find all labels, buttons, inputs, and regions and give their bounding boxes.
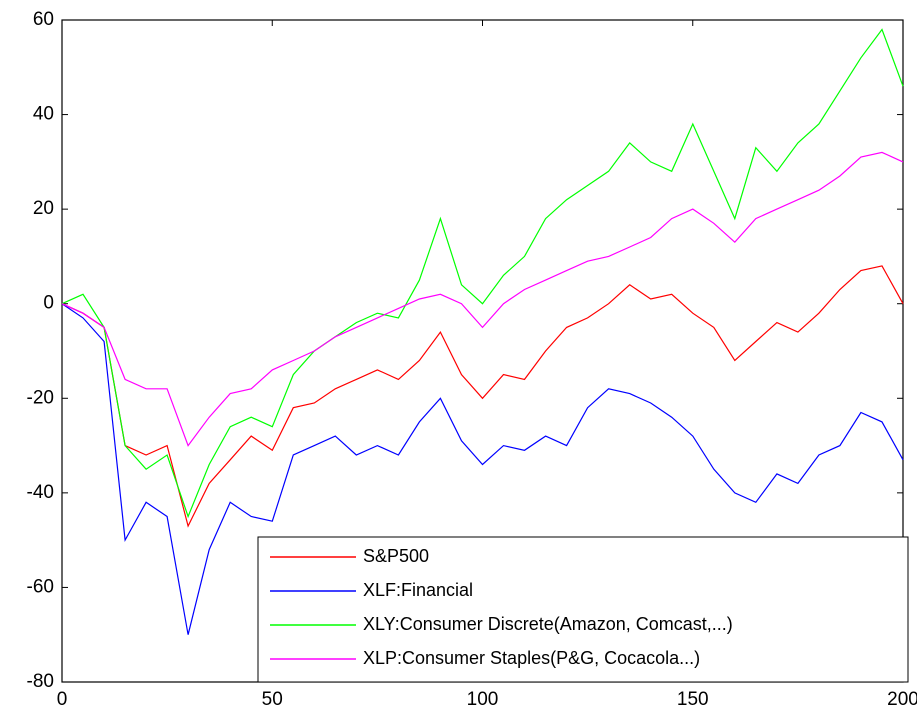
series-line [61, 151, 904, 447]
x-tick-label: 100 [467, 689, 499, 710]
legend-label: S&P500 [363, 546, 429, 566]
legend: S&P500 XLF:Financial XLY:Consumer Discrete… [257, 536, 909, 683]
x-tick-label: 50 [262, 689, 283, 710]
legend-box [257, 536, 909, 683]
x-tick-label: 0 [57, 689, 68, 710]
y-tick-label: 0 [43, 293, 54, 314]
y-tick-label: -60 [27, 576, 54, 597]
series-line [61, 28, 904, 519]
series-line [61, 303, 904, 635]
legend-label: XLP:Consumer Staples(P&G, Cocacola...) [363, 648, 700, 668]
x-tick-label: 200 [887, 689, 917, 710]
y-tick-label: 60 [33, 9, 54, 30]
y-tick-label: -20 [27, 387, 54, 408]
series-line [61, 265, 904, 528]
y-tick-label: 40 [33, 104, 54, 125]
legend-label: XLF:Financial [363, 580, 473, 600]
y-tick-label: -80 [27, 671, 54, 692]
legend-label: XLY:Consumer Discrete(Amazon, Comcast,..… [363, 614, 733, 634]
y-tick-label: -40 [27, 482, 54, 503]
y-tick-label: 20 [33, 198, 54, 219]
x-tick-label: 150 [677, 689, 709, 710]
